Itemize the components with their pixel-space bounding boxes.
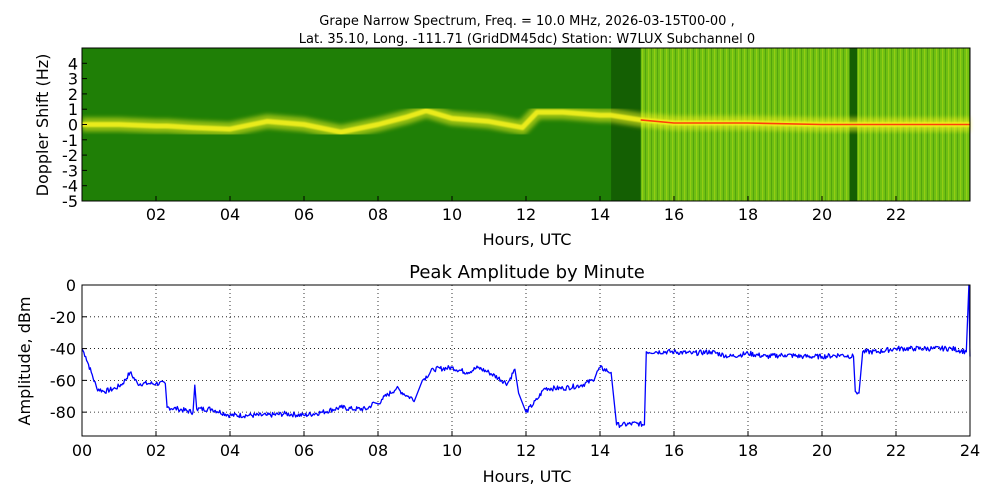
amp-ytick-label: -80 <box>50 403 76 422</box>
amp-xtick-label: 08 <box>368 441 388 460</box>
spec-xtick-label: 06 <box>294 205 314 224</box>
amp-ytick-label: 0 <box>66 276 76 295</box>
spec-xtick-label: 04 <box>220 205 240 224</box>
spec-ytick-label: 3 <box>68 70 78 89</box>
amp-xtick-label: 00 <box>72 441 92 460</box>
amp-xtick-label: 14 <box>590 441 610 460</box>
amp-ytick-label: -40 <box>50 340 76 359</box>
amp-xtick-label: 16 <box>664 441 684 460</box>
amplitude-title: Peak Amplitude by Minute <box>409 262 645 283</box>
spec-ytick-label: -4 <box>62 177 78 196</box>
doppler-trace-core <box>640 119 970 126</box>
spec-xtick-label: 18 <box>738 205 758 224</box>
spec-ytick-label: 2 <box>68 85 78 104</box>
spectrogram-y-label: Doppler Shift (Hz) <box>33 54 52 197</box>
spec-ytick-label: 1 <box>68 100 78 119</box>
spec-xtick-label: 22 <box>886 205 906 224</box>
spec-xtick-label: 08 <box>368 205 388 224</box>
chart-title-line2: Lat. 35.10, Long. -111.71 (GridDM45dc) S… <box>299 32 755 47</box>
amplitude-x-label: Hours, UTC <box>483 467 572 486</box>
amp-xtick-label: 06 <box>294 441 314 460</box>
spec-ytick-label: 4 <box>68 54 78 73</box>
amp-xtick-label: 18 <box>738 441 758 460</box>
amplitude-y-label: Amplitude, dBm <box>15 297 34 426</box>
amp-xtick-label: 24 <box>960 441 980 460</box>
amp-xtick-label: 22 <box>886 441 906 460</box>
spec-xtick-label: 14 <box>590 205 610 224</box>
chart-title-line1: Grape Narrow Spectrum, Freq. = 10.0 MHz,… <box>319 14 734 29</box>
spec-ytick-label: -5 <box>62 192 78 211</box>
amp-xtick-label: 20 <box>812 441 832 460</box>
spec-xtick-label: 20 <box>812 205 832 224</box>
amp-ytick-label: -60 <box>50 371 76 390</box>
amp-xtick-label: 02 <box>146 441 166 460</box>
amplitude-series-line <box>81 284 971 429</box>
spec-ytick-label: -2 <box>62 146 78 165</box>
spectrogram-x-ticks: 02 04 06 08 10 12 14 16 18 20 22 <box>146 196 906 224</box>
spec-xtick-label: 12 <box>516 205 536 224</box>
spec-xtick-label: 02 <box>146 205 166 224</box>
amplitude-x-ticks: 00 02 04 06 08 10 12 14 16 18 20 22 24 <box>72 431 980 460</box>
amplitude-y-ticks: 0 -20 -40 -60 -80 <box>50 276 87 422</box>
spec-xtick-label: 16 <box>664 205 684 224</box>
amp-xtick-label: 10 <box>442 441 462 460</box>
spec-ytick-label: -1 <box>62 131 78 150</box>
amp-ytick-label: -20 <box>50 308 76 327</box>
spec-xtick-label: 10 <box>442 205 462 224</box>
spec-ytick-label: 0 <box>68 116 78 135</box>
amplitude-panel: Peak Amplitude by Minute 00 02 04 06 08 10 12 1… <box>15 262 980 486</box>
amp-xtick-label: 12 <box>516 441 536 460</box>
spectrogram-x-label: Hours, UTC <box>483 230 572 249</box>
amp-xtick-label: 04 <box>220 441 240 460</box>
spec-ytick-label: -3 <box>62 161 78 180</box>
